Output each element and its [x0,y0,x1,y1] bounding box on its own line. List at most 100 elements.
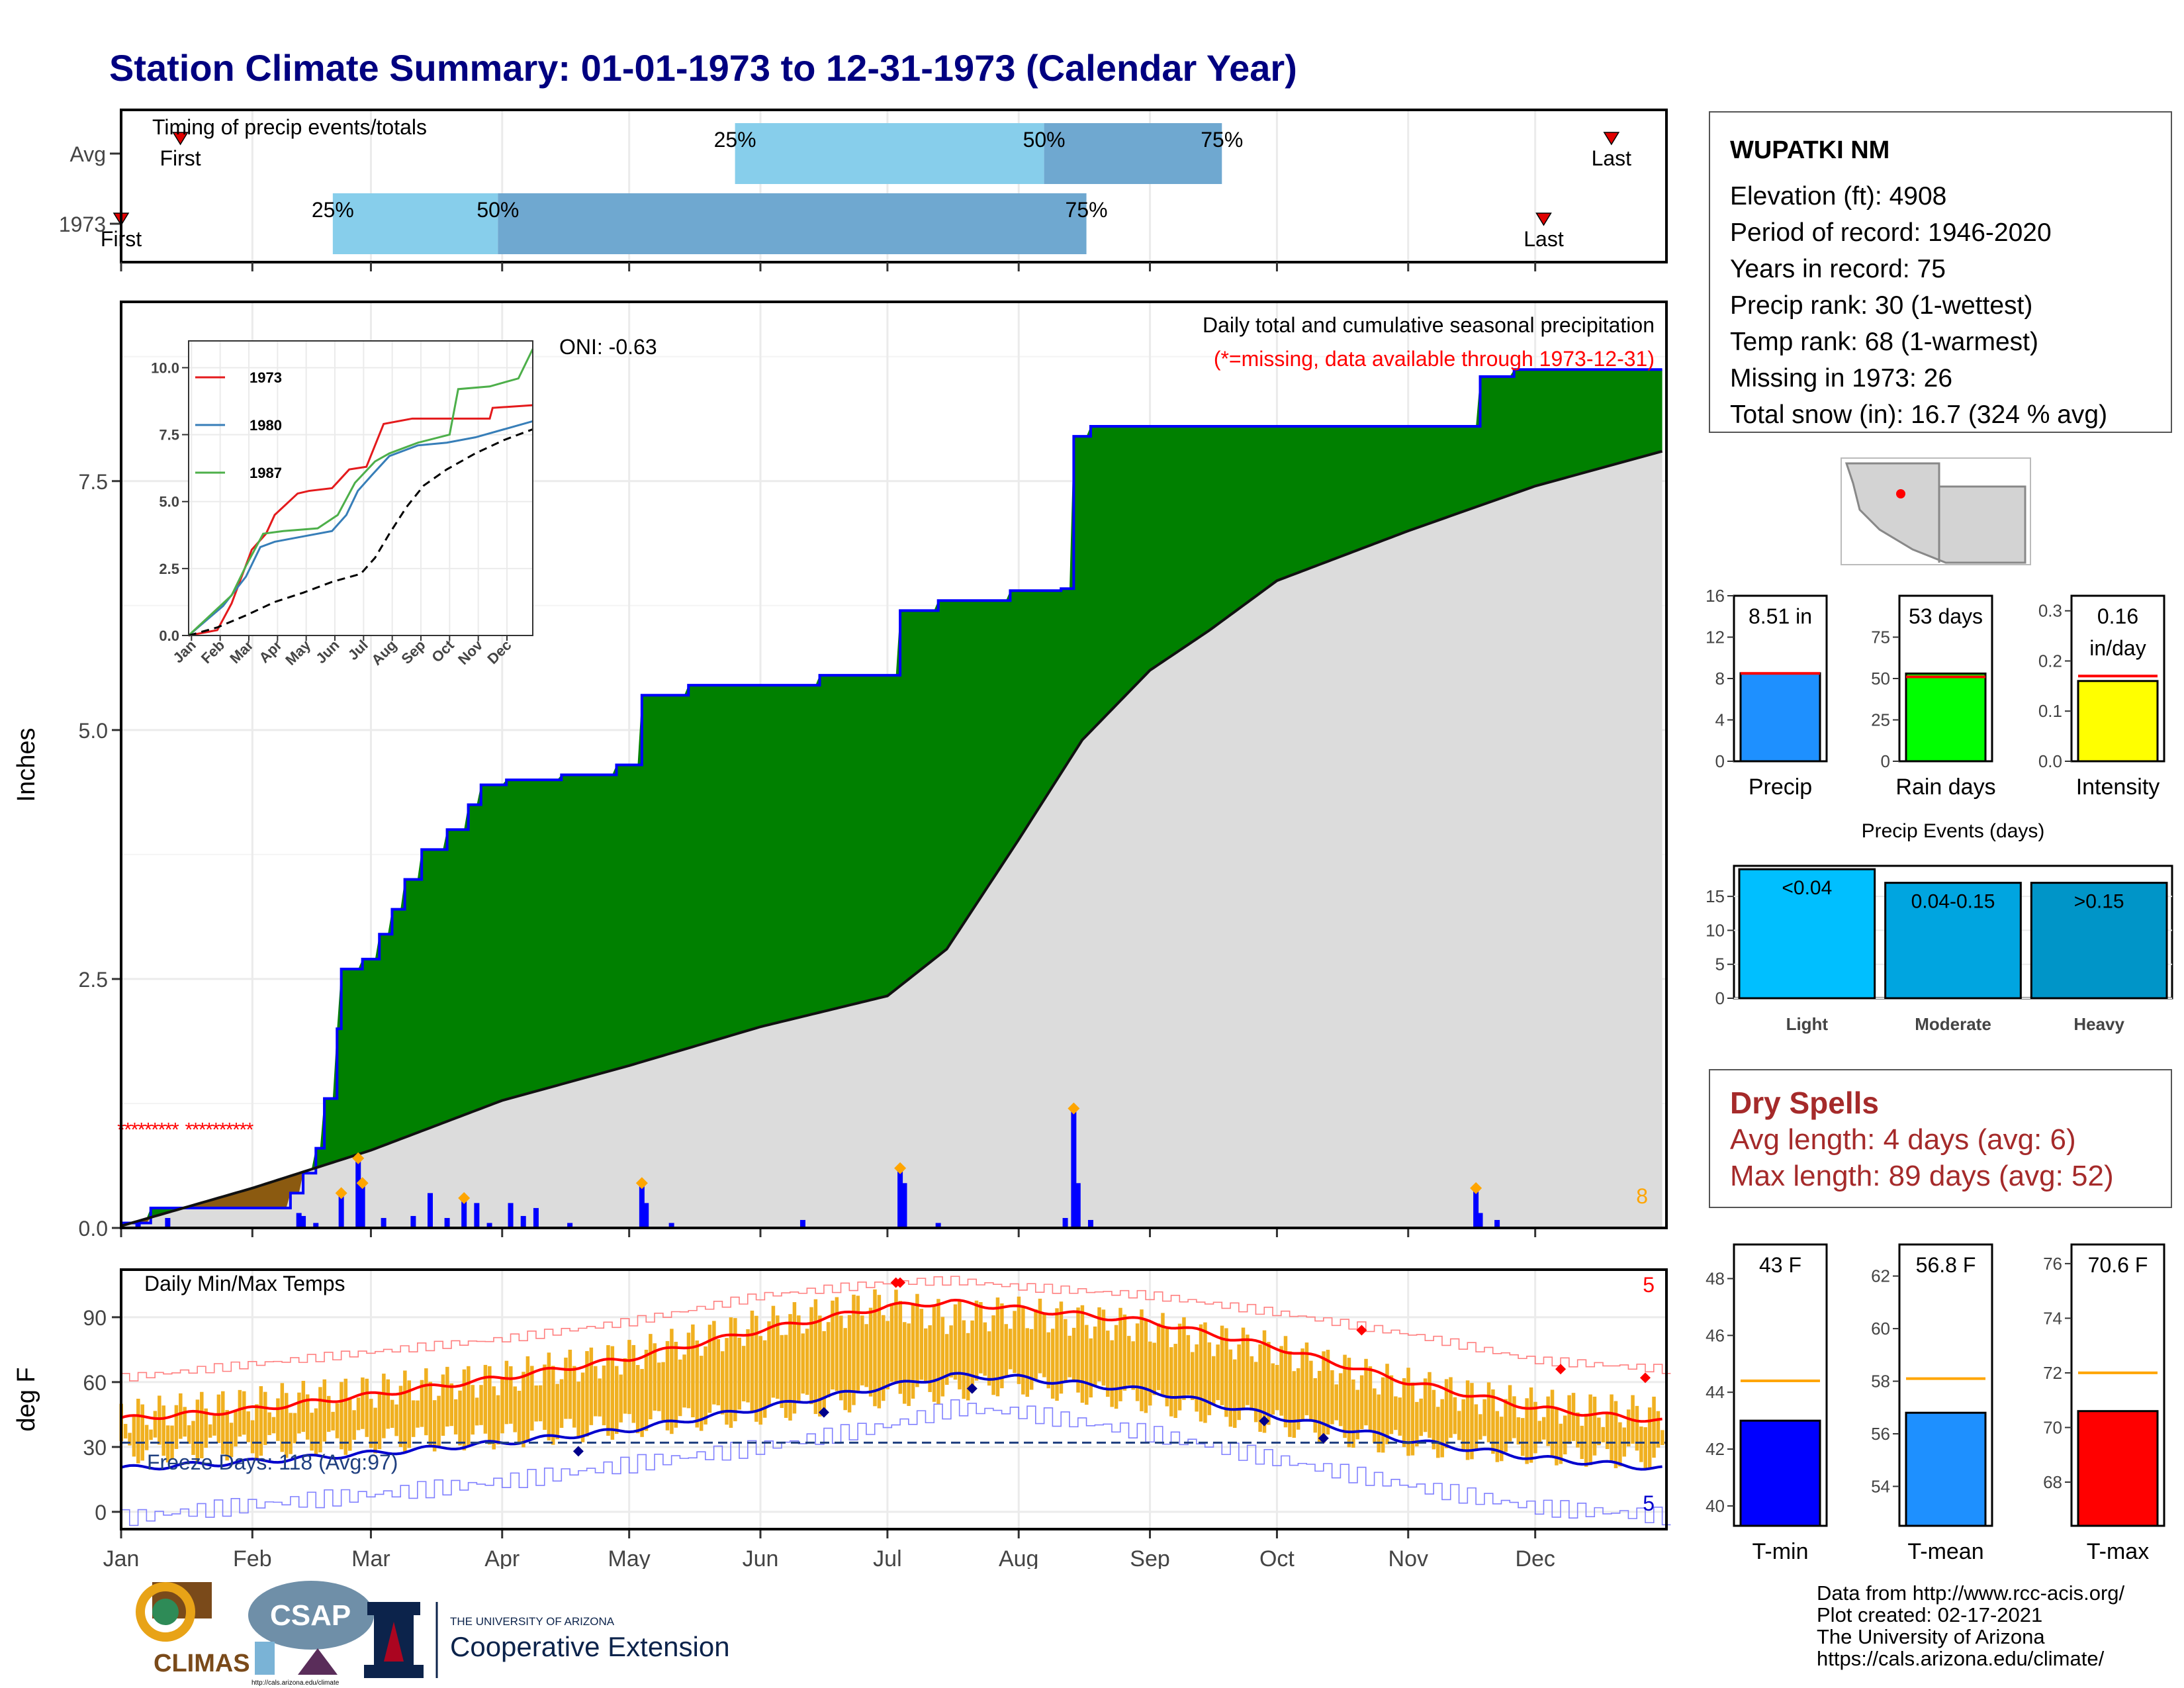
temp-daily-bar [1529,1387,1533,1463]
temp-record-low-marker [966,1383,978,1394]
temp-daily-bar [974,1300,979,1381]
timing-label-50: 50% [477,198,519,222]
temp-daily-bar [1652,1396,1656,1458]
temp-max-ytick-label: 70 [2043,1417,2062,1437]
temp-daily-bar [229,1423,234,1458]
temp-record-high-marker [1640,1372,1651,1383]
temp-daily-bar [919,1309,924,1380]
temp-daily-bar [631,1344,636,1423]
temp-mean-ytick-label: 58 [1871,1372,1890,1391]
timing-label-75: 75% [1201,128,1243,152]
precip-ytick-label: 0.0 [79,1217,108,1241]
temp-daily-bar [496,1395,500,1445]
precip-ytick-label: 2.5 [79,968,108,992]
temp-daily-bar [212,1415,216,1436]
temp-daily-bar [1444,1379,1449,1448]
temp-daily-bar [1368,1366,1373,1432]
precip-missing-marker: * [226,1119,234,1141]
temp-daily-bar [1419,1398,1423,1436]
temp-daily-bar [678,1359,682,1417]
temp-daily-bar [1186,1335,1191,1395]
temp-mean-ytick-label: 60 [1871,1319,1890,1338]
precip-missing-marker: * [144,1119,152,1141]
station-snow: Total snow (in): 16.7 (324 % avg) [1730,400,2108,429]
temp-daily-bar [1415,1401,1419,1447]
intensity-ytick-label: 0.3 [2038,601,2062,621]
csap-url: http://cals.arizona.edu/climate [251,1679,340,1687]
temp-daily-bar [1220,1325,1224,1405]
temp-min-bar [1739,1419,1821,1527]
temp-mean-bar [1905,1411,1987,1527]
temp-daily-bar [1355,1389,1359,1440]
temp-daily-bar [1313,1378,1318,1433]
inset-legend-label: 1973 [250,369,282,386]
temp-daily-bar [1482,1399,1486,1436]
temp-daily-bar [1508,1385,1512,1442]
timing-title: Timing of precip events/totals [152,115,427,139]
temp-daily-bar [369,1399,373,1448]
station-info-box: WUPATKI NM Elevation (ft): 4908 Period o… [1709,111,2172,433]
temp-daily-bar [784,1335,788,1418]
temp-daily-bar [1453,1397,1457,1434]
precip-missing-marker: * [232,1119,240,1141]
temp-daily-bar [1110,1340,1114,1407]
temp-daily-bar [572,1366,576,1428]
temp-daily-bar [1013,1311,1017,1374]
temp-daily-bar [580,1372,585,1442]
temp-daily-bar [1326,1350,1330,1435]
timing-marker-first [172,132,189,146]
temp-daily-bar [187,1425,191,1444]
temp-daily-bar [1161,1313,1165,1395]
temp-daily-bar [813,1299,818,1415]
temp-daily-bar [428,1382,432,1446]
inset-line-1987 [187,348,534,637]
footer-institution: The University of Arizona [1817,1625,2045,1648]
temp-daily-bar [1347,1358,1351,1448]
temp-daily-bar [382,1374,386,1438]
temp-daily-bar [191,1421,195,1455]
temp-daily-bar [297,1392,301,1434]
footer-data-source: Data from http://www.rcc-acis.org/ [1817,1581,2125,1605]
precip-subtitle: (*=missing, data available through 1973-… [1214,347,1655,371]
temp-daily-bar [1085,1325,1089,1405]
temp-daily-bar [1034,1309,1038,1380]
temp-daily-bar [149,1429,153,1440]
rain-days-ytick-label: 0 [1881,751,1890,771]
temp-daily-bar [432,1400,437,1452]
precip-total-value-label: 8.51 in [1749,604,1812,628]
temp-daily-bar [928,1325,932,1392]
temp-daily-bar [158,1395,161,1445]
temp-daily-bar [136,1399,140,1464]
precip-daily-bar [1087,1219,1093,1228]
temp-xtick-label: Feb [233,1546,272,1569]
temp-daily-bar [1131,1341,1135,1390]
temp-daily-bar [1304,1342,1309,1415]
temp-mean-ytick-label: 54 [1871,1476,1890,1496]
temp-daily-bar [1089,1338,1093,1398]
temp-daily-bar [1071,1327,1076,1382]
temp-ytick-label: 90 [83,1306,107,1330]
temp-daily-bar [966,1333,970,1401]
temp-daily-bar [1000,1303,1004,1389]
precip-daily-bar [461,1197,467,1228]
temp-xtick-label: Sep [1130,1546,1170,1569]
rain-days-category: Rain days [1895,774,1995,800]
temp-daily-bar [1537,1421,1542,1443]
temp-daily-bar [649,1334,653,1420]
temp-daily-bar [1232,1359,1237,1429]
temp-daily-bar [665,1340,670,1430]
page-title: Station Climate Summary: 01-01-1973 to 1… [109,47,1297,89]
temp-daily-bar [1216,1344,1220,1401]
temp-daily-bar [1237,1344,1241,1421]
temp-daily-bar [475,1397,479,1426]
temp-min-ytick-label: 46 [1706,1325,1725,1345]
temp-ytick-label: 0 [95,1501,107,1524]
temp-max-ytick-label: 68 [2043,1472,2062,1492]
temp-daily-bar [1118,1307,1122,1401]
temp-daily-bar [551,1366,555,1445]
temp-daily-bar [259,1386,263,1456]
temp-daily-bar [1135,1323,1140,1401]
temp-daily-bar [1461,1399,1465,1452]
precip-deficit-area [121,1172,304,1226]
